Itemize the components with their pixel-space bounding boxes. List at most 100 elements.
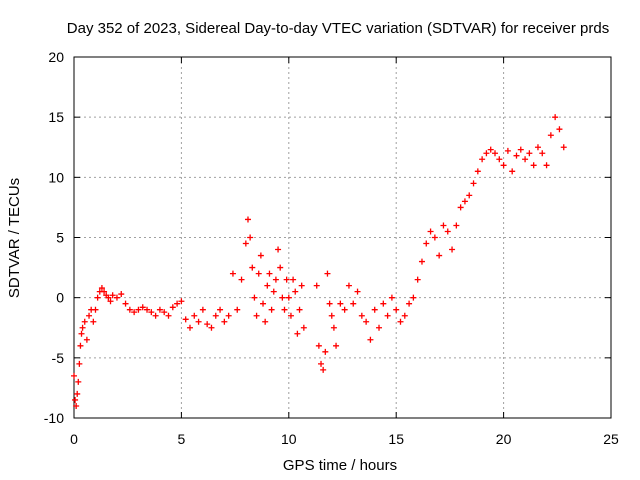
data-point [509, 168, 516, 175]
y-tick-label: 10 [48, 169, 64, 185]
data-point [113, 294, 120, 301]
data-point [135, 306, 142, 313]
data-point [283, 276, 290, 283]
data-point [90, 318, 97, 325]
data-point [313, 282, 320, 289]
data-point [397, 318, 404, 325]
data-point [296, 306, 303, 313]
data-point [234, 306, 241, 313]
data-point [539, 150, 546, 157]
data-point [315, 342, 322, 349]
data-point [78, 330, 85, 337]
data-point [483, 150, 490, 157]
data-point [94, 294, 101, 301]
data-point [376, 324, 383, 331]
data-point [242, 240, 249, 247]
data-point [204, 321, 211, 328]
data-point [328, 312, 335, 319]
tick-labels: 0 5 10 15 20 25 -10 -5 0 5 10 15 20 [44, 49, 619, 447]
data-point [101, 288, 108, 295]
data-point [199, 306, 206, 313]
y-axis-label: SDTVAR / TECUs [6, 178, 23, 298]
data-point [534, 144, 541, 151]
x-tick-label: 10 [281, 431, 297, 447]
data-point [436, 252, 443, 259]
x-tick-label: 15 [388, 431, 404, 447]
data-point [262, 318, 269, 325]
data-point [556, 126, 563, 133]
data-point [253, 312, 260, 319]
data-point [126, 306, 133, 313]
data-point [208, 324, 215, 331]
data-point [238, 276, 245, 283]
data-point [474, 168, 481, 175]
data-point [109, 292, 116, 299]
y-tick-label: 0 [56, 290, 64, 306]
data-point [73, 402, 80, 409]
data-point [249, 264, 256, 271]
data-point [247, 234, 254, 241]
data-point [552, 114, 559, 121]
data-point [244, 216, 251, 223]
data-point [272, 276, 279, 283]
data-point [457, 204, 464, 211]
x-tick-label: 20 [496, 431, 512, 447]
data-point [371, 306, 378, 313]
data-point [131, 309, 138, 316]
data-point [285, 294, 292, 301]
axis-ticks [73, 56, 612, 419]
data-point [72, 396, 79, 403]
data-point [470, 180, 477, 187]
data-point [139, 304, 146, 311]
data-point [479, 156, 486, 163]
chart-title: Day 352 of 2023, Sidereal Day-to-day VTE… [67, 20, 609, 37]
y-tick-label: 20 [48, 49, 64, 65]
data-point [212, 312, 219, 319]
data-point [148, 309, 155, 316]
data-point [270, 288, 277, 295]
data-point [530, 162, 537, 169]
data-point [358, 312, 365, 319]
data-point [266, 270, 273, 277]
y-tick-label: 15 [48, 109, 64, 125]
data-point [294, 330, 301, 337]
data-point [195, 318, 202, 325]
data-point [543, 162, 550, 169]
data-point [401, 312, 408, 319]
y-tick-label: -10 [44, 410, 64, 426]
data-point [380, 300, 387, 307]
data-point [122, 300, 129, 307]
data-point [268, 306, 275, 313]
data-point [144, 306, 151, 313]
data-point [322, 348, 329, 355]
data-point [74, 390, 81, 397]
data-point [363, 318, 370, 325]
data-point [71, 372, 77, 379]
gridlines [74, 57, 611, 418]
data-point [522, 156, 529, 163]
data-point [98, 285, 105, 292]
y-tick-label: 5 [56, 230, 64, 246]
data-point [77, 342, 84, 349]
data-point [300, 324, 307, 331]
data-point [277, 264, 284, 271]
data-point [492, 150, 499, 157]
data-point [287, 312, 294, 319]
data-point [427, 228, 434, 235]
data-point [251, 294, 258, 301]
data-point [169, 304, 176, 311]
data-point [513, 152, 520, 159]
data-point [345, 282, 352, 289]
data-point [406, 300, 413, 307]
data-point [76, 360, 83, 367]
data-point [257, 252, 264, 259]
data-point [255, 270, 262, 277]
data-point [182, 316, 189, 323]
data-point [318, 360, 325, 367]
data-point [384, 312, 391, 319]
data-point [81, 318, 88, 325]
data-point [393, 306, 400, 313]
data-point [350, 300, 357, 307]
data-point [290, 276, 297, 283]
